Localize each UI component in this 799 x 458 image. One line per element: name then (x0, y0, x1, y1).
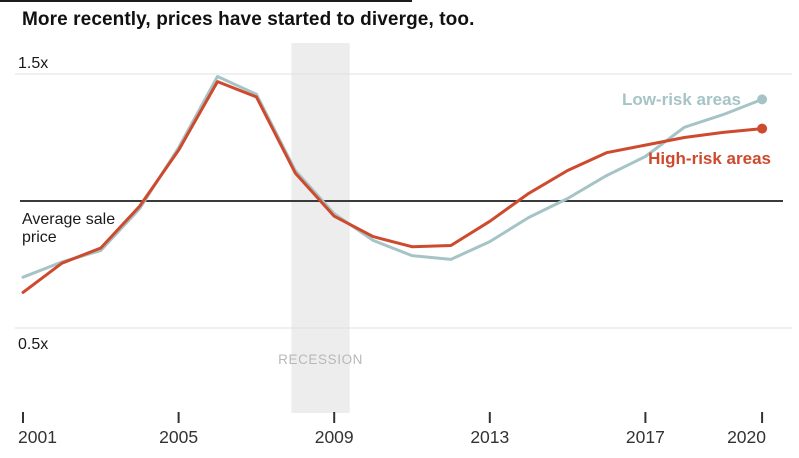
x-tick-label-2009: 2009 (315, 427, 354, 447)
x-tick-label-2017: 2017 (626, 427, 665, 447)
x-tick-label-2013: 2013 (470, 427, 509, 447)
x-tick-label-2005: 2005 (159, 427, 198, 447)
recession-label: RECESSION (278, 352, 363, 367)
x-tick-label-2001: 2001 (18, 427, 57, 447)
series-endpoint-dot-high-risk-areas (757, 123, 768, 134)
y-axis-label-1.5x: 1.5x (18, 55, 48, 72)
series-line-high-risk-areas (21, 80, 764, 294)
series-label-low-risk-areas: Low-risk areas (622, 90, 741, 109)
chart-title: More recently, prices have started to di… (22, 9, 475, 30)
series-label-high-risk-areas: High-risk areas (648, 149, 771, 168)
baseline-label-line2: price (22, 229, 57, 246)
x-tick-label-2020: 2020 (727, 427, 766, 447)
recession-band (291, 43, 350, 413)
baseline-label-line1: Average sale (22, 211, 115, 228)
y-axis-label-0.5x: 0.5x (18, 336, 48, 353)
cropped-text-remnant (0, 0, 412, 2)
series-endpoint-dot-low-risk-areas (757, 94, 768, 105)
